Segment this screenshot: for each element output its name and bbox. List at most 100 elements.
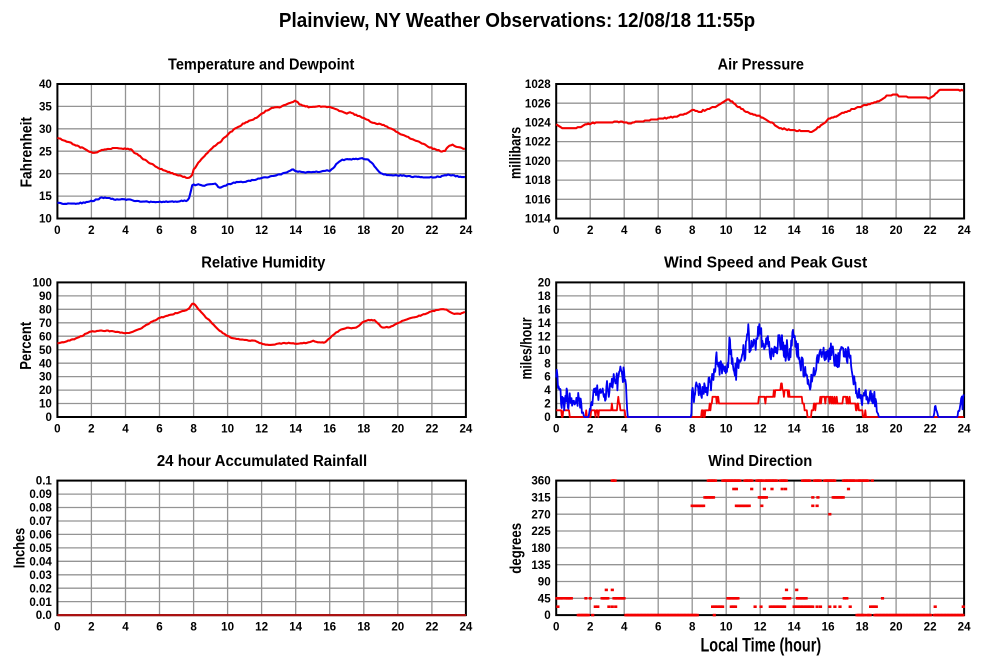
svg-text:10: 10 (221, 224, 234, 237)
svg-text:40: 40 (39, 357, 52, 370)
svg-text:14: 14 (788, 423, 801, 436)
svg-text:6: 6 (156, 621, 163, 634)
svg-text:20: 20 (39, 168, 52, 181)
svg-text:14: 14 (538, 317, 551, 330)
svg-text:Inches: Inches (12, 528, 29, 569)
svg-text:2: 2 (88, 423, 94, 436)
svg-text:1018: 1018 (525, 174, 551, 187)
svg-text:45: 45 (538, 592, 551, 605)
svg-text:10: 10 (39, 213, 52, 226)
svg-text:22: 22 (924, 621, 937, 634)
svg-text:0: 0 (553, 423, 559, 436)
svg-text:14: 14 (289, 621, 302, 634)
svg-text:2: 2 (587, 224, 593, 237)
svg-text:0: 0 (544, 609, 550, 622)
svg-text:4: 4 (544, 384, 551, 397)
svg-text:20: 20 (391, 621, 404, 634)
svg-text:16: 16 (323, 621, 336, 634)
svg-text:0.02: 0.02 (29, 582, 52, 595)
svg-text:4: 4 (621, 621, 628, 634)
svg-text:14: 14 (788, 621, 801, 634)
svg-text:0.04: 0.04 (29, 555, 52, 568)
svg-text:0.06: 0.06 (29, 529, 52, 542)
svg-text:16: 16 (538, 303, 551, 316)
svg-text:270: 270 (531, 508, 550, 521)
svg-text:Fahrenheit: Fahrenheit (19, 117, 36, 187)
svg-text:8: 8 (190, 224, 197, 237)
svg-text:1024: 1024 (525, 117, 551, 130)
svg-text:0.05: 0.05 (29, 542, 52, 555)
svg-text:0: 0 (45, 411, 51, 424)
svg-text:0: 0 (553, 621, 559, 634)
svg-text:18: 18 (357, 423, 370, 436)
svg-text:12: 12 (538, 330, 551, 343)
svg-text:0.03: 0.03 (29, 569, 52, 582)
svg-text:40: 40 (39, 78, 52, 91)
svg-text:80: 80 (39, 303, 52, 316)
svg-text:1020: 1020 (525, 155, 551, 168)
svg-text:24: 24 (459, 621, 472, 634)
svg-text:12: 12 (754, 423, 767, 436)
svg-text:2: 2 (88, 621, 94, 634)
svg-text:0.07: 0.07 (29, 515, 52, 528)
svg-text:20: 20 (538, 277, 551, 290)
svg-text:30: 30 (39, 123, 52, 136)
svg-text:10: 10 (221, 621, 234, 634)
svg-text:Relative Humidity: Relative Humidity (201, 255, 325, 272)
svg-text:4: 4 (621, 423, 628, 436)
svg-text:2: 2 (587, 621, 593, 634)
svg-text:10: 10 (720, 224, 733, 237)
svg-text:6: 6 (655, 224, 662, 237)
svg-text:20: 20 (890, 224, 903, 237)
svg-text:225: 225 (531, 525, 551, 538)
svg-text:12: 12 (255, 423, 268, 436)
svg-text:10: 10 (538, 344, 551, 357)
svg-text:miles/hour: miles/hour (519, 318, 536, 380)
svg-text:millibars: millibars (508, 127, 525, 179)
svg-text:6: 6 (544, 371, 551, 384)
svg-text:10: 10 (221, 423, 234, 436)
svg-text:2: 2 (88, 224, 94, 237)
svg-text:24: 24 (459, 423, 472, 436)
svg-text:14: 14 (289, 423, 302, 436)
svg-text:18: 18 (856, 224, 869, 237)
svg-text:8: 8 (190, 423, 197, 436)
svg-text:2: 2 (587, 423, 593, 436)
svg-text:0: 0 (553, 224, 559, 237)
svg-text:6: 6 (655, 423, 662, 436)
svg-text:20: 20 (890, 423, 903, 436)
svg-text:12: 12 (255, 621, 268, 634)
svg-text:10: 10 (720, 423, 733, 436)
svg-text:315: 315 (531, 492, 551, 505)
svg-text:22: 22 (425, 224, 438, 237)
svg-text:4: 4 (122, 224, 129, 237)
svg-text:30: 30 (39, 371, 52, 384)
svg-text:0.01: 0.01 (29, 596, 52, 609)
svg-text:22: 22 (924, 224, 937, 237)
svg-text:16: 16 (323, 423, 336, 436)
svg-text:22: 22 (425, 423, 438, 436)
svg-text:8: 8 (689, 224, 696, 237)
svg-text:25: 25 (39, 145, 52, 158)
svg-text:12: 12 (754, 224, 767, 237)
svg-text:16: 16 (822, 224, 835, 237)
svg-text:10: 10 (720, 621, 733, 634)
svg-text:24: 24 (958, 621, 971, 634)
svg-text:1026: 1026 (525, 97, 551, 110)
svg-text:Wind Speed and Peak Gust: Wind Speed and Peak Gust (664, 255, 867, 272)
svg-text:Percent: Percent (18, 322, 35, 370)
svg-text:0: 0 (54, 621, 60, 634)
svg-text:180: 180 (531, 542, 550, 555)
svg-text:70: 70 (39, 317, 52, 330)
svg-text:Air Pressure: Air Pressure (718, 56, 805, 73)
svg-text:12: 12 (255, 224, 268, 237)
svg-text:20: 20 (391, 224, 404, 237)
svg-text:22: 22 (425, 621, 438, 634)
svg-text:0: 0 (54, 423, 60, 436)
svg-text:4: 4 (621, 224, 628, 237)
svg-text:2: 2 (544, 398, 550, 411)
svg-text:24: 24 (958, 224, 971, 237)
svg-text:18: 18 (856, 621, 869, 634)
svg-text:10: 10 (39, 398, 52, 411)
svg-text:24 hour Accumulated Rainfall: 24 hour Accumulated Rainfall (157, 453, 367, 470)
